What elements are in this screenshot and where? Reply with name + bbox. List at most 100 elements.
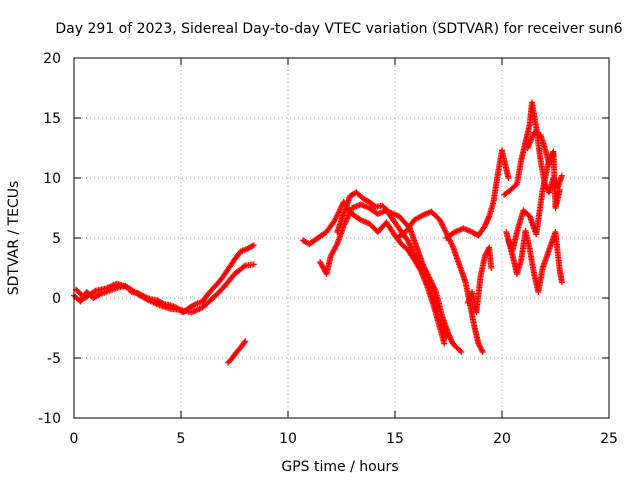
data-point — [249, 261, 256, 268]
x-tick-label: 0 — [70, 431, 79, 447]
data-point — [132, 289, 139, 296]
data-point — [485, 214, 492, 221]
data-point — [539, 266, 546, 273]
series-pass-J — [501, 99, 565, 198]
data-point — [500, 155, 507, 162]
data-point — [248, 243, 255, 250]
x-tick-label: 5 — [177, 431, 186, 447]
x-tick-label: 20 — [493, 431, 511, 447]
data-point — [488, 263, 495, 270]
data-point — [558, 277, 565, 284]
data-point — [483, 218, 490, 225]
data-point — [312, 236, 319, 243]
data-point — [203, 292, 210, 299]
data-point — [457, 347, 464, 354]
data-point — [94, 292, 101, 299]
data-point — [447, 336, 454, 343]
data-point — [216, 278, 223, 285]
data-point — [410, 250, 417, 257]
data-point — [558, 174, 565, 181]
data-point — [377, 202, 384, 209]
data-point — [541, 143, 548, 150]
y-tick-label: 15 — [43, 111, 61, 127]
data-point — [190, 302, 197, 309]
data-point — [218, 286, 225, 293]
data-point — [556, 188, 563, 195]
data-point — [403, 235, 410, 241]
data-point — [229, 259, 236, 266]
data-point — [91, 288, 98, 295]
data-point — [524, 211, 531, 217]
data-point — [549, 152, 556, 159]
data-point — [340, 212, 347, 219]
data-point — [475, 339, 482, 346]
data-point — [504, 188, 511, 195]
x-tick-label: 10 — [279, 431, 297, 447]
data-point — [101, 285, 108, 292]
y-tick-label: -10 — [38, 411, 61, 427]
x-tick-label: 25 — [600, 431, 618, 447]
data-point — [332, 243, 339, 250]
data-point — [506, 240, 513, 247]
data-point — [231, 351, 238, 358]
y-axis-label: SDTVAR / TECUs — [6, 181, 22, 296]
data-point — [402, 244, 409, 251]
data-point — [547, 157, 554, 164]
data-point — [489, 200, 496, 207]
data-point — [330, 219, 337, 226]
y-tick-label: 10 — [43, 171, 61, 187]
series-pass-I — [464, 244, 495, 316]
data-point — [543, 254, 550, 261]
x-tick-label: 15 — [386, 431, 404, 447]
data-point — [431, 286, 438, 293]
chart-title: Day 291 of 2023, Sidereal Day-to-day VTE… — [55, 21, 622, 37]
data-point — [390, 229, 397, 236]
plot-frame — [73, 57, 610, 419]
data-point — [506, 238, 513, 245]
data-point — [446, 332, 453, 339]
data-point — [409, 219, 416, 226]
x-tick-labels: 0 5 10 15 20 25 — [70, 431, 618, 447]
y-tick-label: 20 — [43, 51, 61, 67]
data-point — [446, 333, 453, 340]
data-point — [526, 245, 533, 252]
data-point — [505, 237, 512, 244]
data-point — [165, 305, 172, 312]
data-point — [479, 347, 486, 354]
data-point — [517, 258, 524, 265]
data-point — [505, 173, 512, 180]
data-point — [440, 339, 447, 346]
data-point — [236, 250, 243, 257]
data-point — [321, 230, 328, 237]
data-point — [79, 292, 86, 299]
data-point — [327, 254, 334, 261]
data-point — [438, 311, 445, 318]
data-point — [546, 159, 553, 166]
data-point — [517, 158, 524, 165]
data-point — [95, 292, 102, 299]
data-point — [467, 228, 474, 235]
data-point — [400, 230, 407, 237]
data-point — [480, 225, 487, 232]
data-point — [530, 269, 537, 276]
series-pass-H — [443, 147, 512, 241]
data-point — [448, 337, 455, 344]
data-point — [333, 242, 340, 249]
data-point — [455, 259, 462, 266]
data-point — [240, 340, 247, 347]
data-point — [363, 197, 370, 204]
y-tick-label: 0 — [52, 291, 61, 307]
data-point — [241, 339, 248, 346]
data-point — [484, 217, 491, 224]
data-point — [383, 206, 390, 213]
data-point — [470, 321, 477, 328]
data-point — [249, 242, 256, 249]
data-point — [455, 346, 462, 353]
data-point — [484, 216, 491, 223]
data-point — [482, 221, 489, 228]
data-point — [548, 155, 555, 162]
data-point — [229, 273, 236, 280]
data-point — [511, 183, 518, 190]
data-point — [235, 346, 242, 353]
